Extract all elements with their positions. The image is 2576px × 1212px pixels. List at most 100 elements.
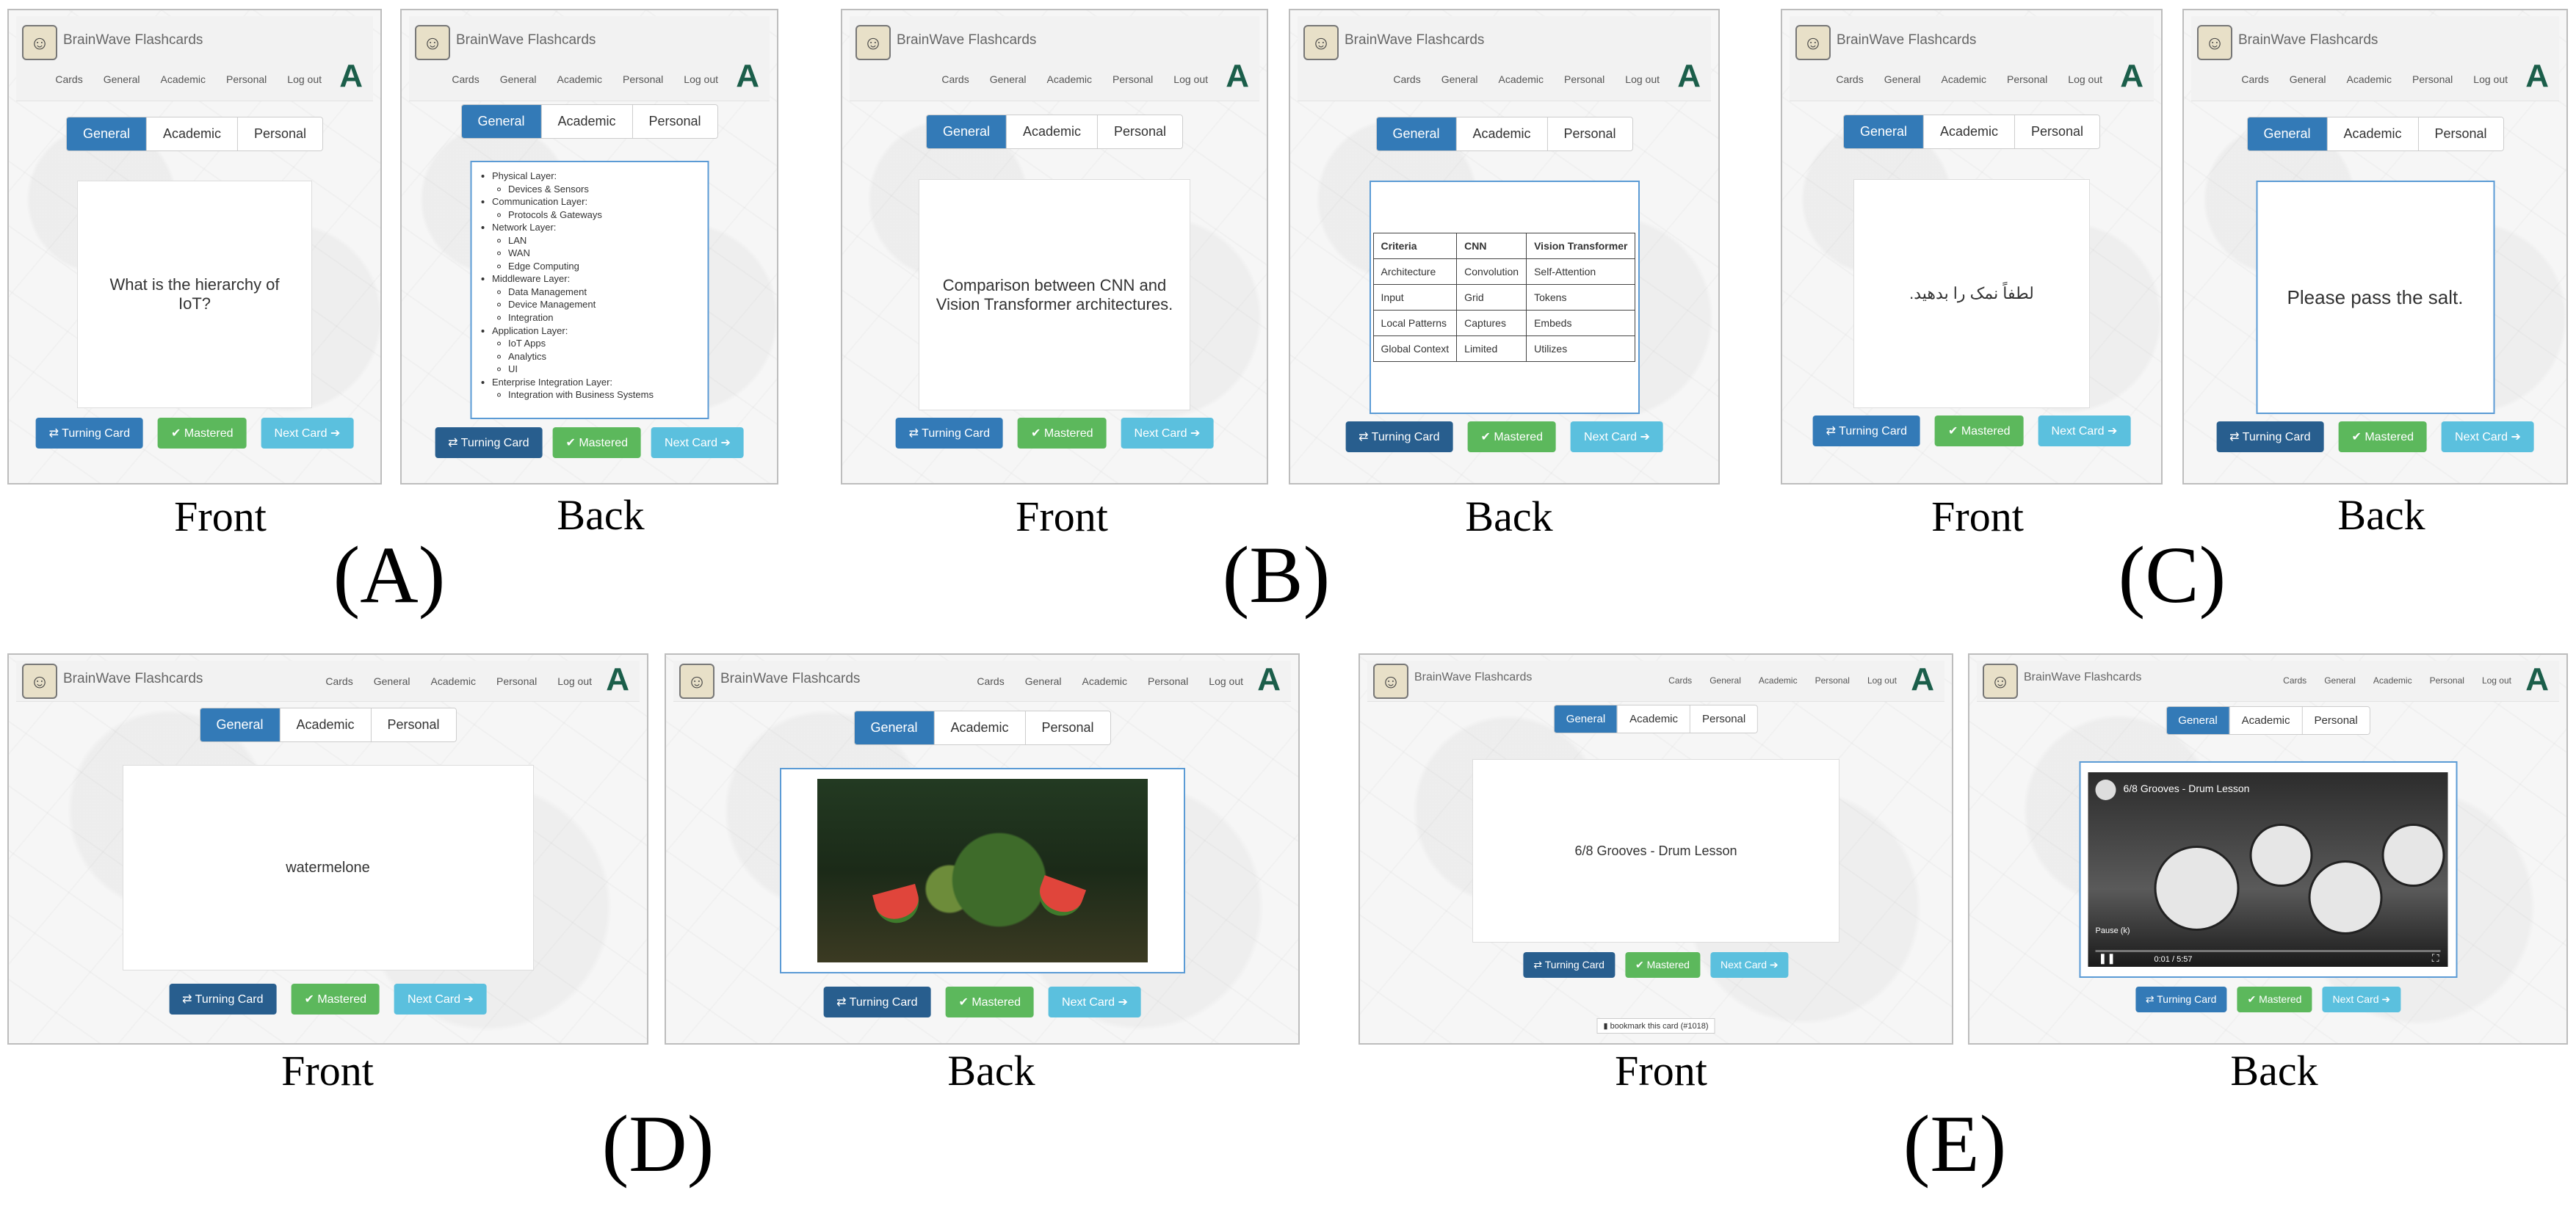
- nav-logout[interactable]: Log out: [2473, 73, 2508, 85]
- nav-logout[interactable]: Log out: [557, 675, 592, 687]
- turning-card-button[interactable]: ⇄ Turning Card: [895, 418, 1003, 449]
- nav-personal[interactable]: Personal: [2412, 73, 2453, 85]
- tab-personal[interactable]: Personal: [2417, 117, 2503, 150]
- nav-general[interactable]: General: [2324, 675, 2356, 686]
- nav-cards[interactable]: Cards: [325, 675, 353, 687]
- user-avatar-icon[interactable]: A: [1911, 661, 1934, 697]
- nav-general[interactable]: General: [2289, 73, 2326, 85]
- next-card-button[interactable]: Next Card ➔: [261, 418, 354, 449]
- nav-logout[interactable]: Log out: [2481, 675, 2511, 686]
- nav-academic[interactable]: Academic: [1941, 73, 1987, 85]
- mastered-button[interactable]: ✔ Mastered: [1017, 418, 1107, 449]
- video-title[interactable]: 6/8 Grooves - Drum Lesson: [2123, 783, 2250, 794]
- tab-general[interactable]: General: [926, 115, 1006, 148]
- nav-academic[interactable]: Academic: [1046, 73, 1093, 85]
- nav-cards[interactable]: Cards: [1836, 73, 1864, 85]
- tab-personal[interactable]: Personal: [1024, 711, 1110, 744]
- video-progress-bar[interactable]: [2095, 950, 2441, 952]
- mastered-button[interactable]: ✔ Mastered: [291, 984, 380, 1015]
- nav-cards[interactable]: Cards: [55, 73, 83, 85]
- tab-general[interactable]: General: [200, 708, 280, 741]
- nav-logout[interactable]: Log out: [1867, 675, 1897, 686]
- mastered-button[interactable]: ✔ Mastered: [1467, 421, 1557, 452]
- next-card-button[interactable]: Next Card ➔: [651, 427, 744, 458]
- tab-academic[interactable]: Academic: [145, 117, 238, 150]
- nav-general[interactable]: General: [1710, 675, 1741, 686]
- flashcard[interactable]: watermelone: [122, 765, 534, 970]
- next-card-button[interactable]: Next Card ➔: [2322, 987, 2401, 1012]
- nav-personal[interactable]: Personal: [2007, 73, 2048, 85]
- turning-card-button[interactable]: ⇄ Turning Card: [2216, 421, 2324, 452]
- nav-academic[interactable]: Academic: [2373, 675, 2412, 686]
- tab-personal[interactable]: Personal: [237, 117, 323, 150]
- user-avatar-icon[interactable]: A: [339, 58, 363, 94]
- flashcard[interactable]: Comparison between CNN and Vision Transf…: [919, 179, 1190, 410]
- turning-card-button[interactable]: ⇄ Turning Card: [1345, 421, 1453, 452]
- nav-cards[interactable]: Cards: [1668, 675, 1693, 686]
- tab-general[interactable]: General: [66, 117, 146, 150]
- nav-academic[interactable]: Academic: [1498, 73, 1544, 85]
- flashcard[interactable]: Criteria CNN Vision Transformer Architec…: [1369, 181, 1640, 414]
- brand-name[interactable]: BrainWave Flashcards: [897, 32, 1037, 48]
- turning-card-button[interactable]: ⇄ Turning Card: [1523, 952, 1615, 978]
- nav-academic[interactable]: Academic: [1082, 675, 1128, 687]
- nav-personal[interactable]: Personal: [1148, 675, 1189, 687]
- nav-academic[interactable]: Academic: [557, 73, 603, 85]
- turning-card-button[interactable]: ⇄ Turning Card: [2135, 987, 2227, 1012]
- nav-logout[interactable]: Log out: [1625, 73, 1660, 85]
- next-card-button[interactable]: Next Card ➔: [2038, 416, 2131, 446]
- tab-academic[interactable]: Academic: [2229, 707, 2302, 734]
- nav-logout[interactable]: Log out: [1173, 73, 1208, 85]
- flashcard[interactable]: 6/8 Grooves - Drum Lesson Pause (k) ❚❚ 0…: [2079, 761, 2457, 978]
- next-card-button[interactable]: Next Card ➔: [394, 984, 487, 1015]
- tab-personal[interactable]: Personal: [2014, 115, 2100, 148]
- flashcard[interactable]: Physical Layer:Devices & Sensors Communi…: [470, 161, 709, 419]
- nav-general[interactable]: General: [989, 73, 1027, 85]
- mastered-button[interactable]: ✔ Mastered: [945, 987, 1035, 1017]
- tab-academic[interactable]: Academic: [279, 708, 371, 741]
- nav-personal[interactable]: Personal: [1112, 73, 1154, 85]
- tab-general[interactable]: General: [2247, 117, 2327, 150]
- mastered-button[interactable]: ✔ Mastered: [1624, 952, 1700, 978]
- tab-personal[interactable]: Personal: [370, 708, 456, 741]
- user-avatar-icon[interactable]: A: [606, 661, 629, 697]
- nav-academic[interactable]: Academic: [160, 73, 206, 85]
- nav-personal[interactable]: Personal: [1564, 73, 1605, 85]
- nav-academic[interactable]: Academic: [1758, 675, 1798, 686]
- mastered-button[interactable]: ✔ Mastered: [2338, 421, 2428, 452]
- tab-academic[interactable]: Academic: [2326, 117, 2418, 150]
- nav-personal[interactable]: Personal: [623, 73, 664, 85]
- next-card-button[interactable]: Next Card ➔: [2442, 421, 2534, 452]
- pause-icon[interactable]: ❚❚: [2098, 952, 2116, 964]
- user-avatar-icon[interactable]: A: [2120, 58, 2143, 94]
- brand-name[interactable]: BrainWave Flashcards: [1837, 32, 1977, 48]
- turning-card-button[interactable]: ⇄ Turning Card: [169, 984, 277, 1015]
- mastered-button[interactable]: ✔ Mastered: [2237, 987, 2312, 1012]
- tab-general[interactable]: General: [854, 711, 934, 744]
- nav-general[interactable]: General: [1441, 73, 1478, 85]
- flashcard[interactable]: لطفاً نمک را بدهید.: [1853, 179, 2090, 408]
- brand-name[interactable]: BrainWave Flashcards: [456, 32, 596, 48]
- user-avatar-icon[interactable]: A: [736, 58, 759, 94]
- next-card-button[interactable]: Next Card ➔: [1571, 421, 1663, 452]
- nav-personal[interactable]: Personal: [1815, 675, 1850, 686]
- tab-academic[interactable]: Academic: [933, 711, 1025, 744]
- brand-name[interactable]: BrainWave Flashcards: [63, 671, 203, 686]
- nav-general[interactable]: General: [373, 675, 410, 687]
- user-avatar-icon[interactable]: A: [1257, 661, 1281, 697]
- tab-general[interactable]: General: [461, 105, 541, 138]
- nav-logout[interactable]: Log out: [684, 73, 718, 85]
- tab-academic[interactable]: Academic: [1005, 115, 1098, 148]
- turning-card-button[interactable]: ⇄ Turning Card: [35, 418, 143, 449]
- brand-name[interactable]: BrainWave Flashcards: [1345, 32, 1485, 48]
- next-card-button[interactable]: Next Card ➔: [1049, 987, 1141, 1017]
- nav-logout[interactable]: Log out: [1209, 675, 1243, 687]
- flashcard[interactable]: [779, 768, 1185, 973]
- nav-cards[interactable]: Cards: [941, 73, 969, 85]
- user-avatar-icon[interactable]: A: [2525, 58, 2549, 94]
- user-avatar-icon[interactable]: A: [1677, 58, 1701, 94]
- tab-personal[interactable]: Personal: [1546, 117, 1632, 150]
- nav-general[interactable]: General: [1884, 73, 1921, 85]
- mastered-button[interactable]: ✔ Mastered: [157, 418, 247, 449]
- tab-general[interactable]: General: [1554, 705, 1618, 733]
